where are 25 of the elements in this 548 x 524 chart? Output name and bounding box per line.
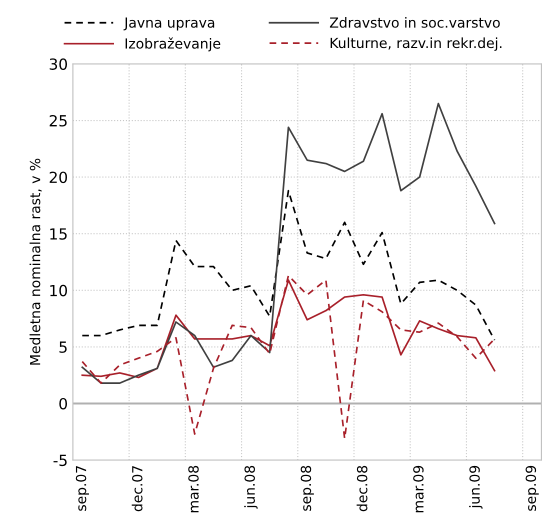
y-tick-label: 0 [59,398,68,410]
y-tick-label: 10 [50,284,68,296]
y-tick-label: 25 [50,114,67,127]
y-axis-title: Medletna nominalna rast, v % [30,158,42,365]
legend-label: Izobraževanje [126,37,220,52]
line-series [81,190,496,341]
legend-label: Kulturne, razv.in rekr.dej. [330,37,502,51]
x-tick-label: jun.08 [244,466,258,509]
legend-label: Zdravstvo in soc.varstvo [330,17,500,28]
x-tick-label: sep.09 [526,466,539,511]
line-series [81,102,496,384]
x-tick-label: sep.07 [76,466,89,511]
x-tick-label: dec.07 [132,466,143,512]
x-tick-label: jun.09 [469,466,483,509]
x-tick-label: sep.08 [300,466,314,511]
y-tick-label: 30 [50,58,68,70]
y-tick-label: 20 [50,172,68,184]
y-tick-label: -5 [54,454,67,466]
x-tick-label: mar.08 [188,466,199,512]
x-tick-label: mar.09 [413,466,424,512]
x-tick-label: dec.08 [356,466,368,512]
line-series [81,274,496,440]
y-tick-label: 5 [59,342,67,353]
y-tick-label: 15 [50,228,67,240]
legend-label: Javna uprava [124,17,214,30]
